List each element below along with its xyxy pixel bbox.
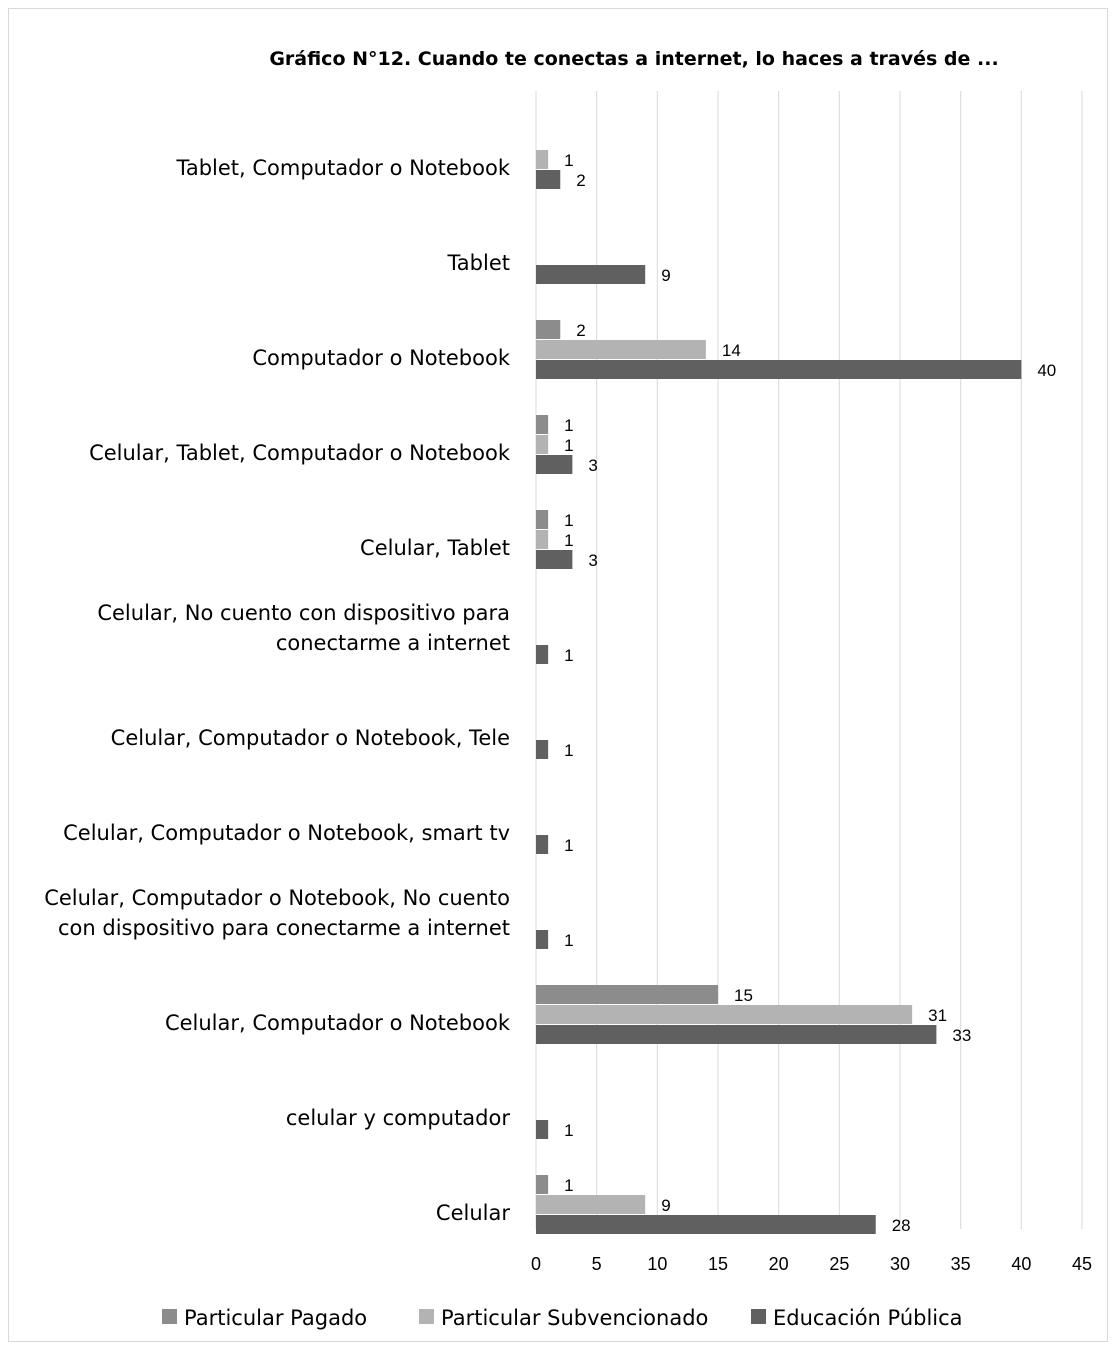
data-label: 1 xyxy=(564,531,573,550)
category-label: Celular, Computador o Notebook, No cuent… xyxy=(44,886,510,940)
category-label: Celular, No cuento con dispositivo para c… xyxy=(97,601,510,655)
bar-chart: Gráfico N°12. Cuando te conectas a inter… xyxy=(44,48,1092,1330)
category-label: Celular, Computador o Notebook, smart tv xyxy=(63,821,510,845)
chart-frame: Gráfico N°12. Cuando te conectas a inter… xyxy=(8,8,1108,1342)
data-label: 2 xyxy=(576,321,585,340)
chart-title: Gráfico N°12. Cuando te conectas a inter… xyxy=(269,48,998,70)
bar-educaci-n-p-blica xyxy=(536,835,549,854)
bar-educaci-n-p-blica xyxy=(536,360,1022,379)
category-label-line: Celular, Tablet, Computador o Notebook xyxy=(89,441,511,465)
category-label-line: con dispositivo para conectarme a intern… xyxy=(58,916,510,940)
x-tick-label: 35 xyxy=(951,1254,971,1274)
bar-particular-pagado xyxy=(536,1175,549,1194)
bar-educaci-n-p-blica xyxy=(536,1120,549,1139)
x-tick-label: 25 xyxy=(829,1254,849,1274)
legend-label: Particular Pagado xyxy=(184,1306,367,1330)
x-tick-label: 40 xyxy=(1011,1254,1031,1274)
data-label: 1 xyxy=(564,511,573,530)
x-tick-label: 5 xyxy=(592,1254,602,1274)
bar-particular-subvencionado xyxy=(536,530,549,549)
bar-educaci-n-p-blica xyxy=(536,1215,876,1234)
category-label-line: conectarme a internet xyxy=(276,631,510,655)
bar-particular-subvencionado xyxy=(536,150,549,169)
bar-particular-pagado xyxy=(536,415,549,434)
data-label: 14 xyxy=(722,341,741,360)
bar-educaci-n-p-blica xyxy=(536,550,573,569)
bar-educaci-n-p-blica xyxy=(536,1025,937,1044)
bar-educaci-n-p-blica xyxy=(536,930,549,949)
data-label: 2 xyxy=(576,171,585,190)
bar-particular-subvencionado xyxy=(536,1195,646,1214)
legend-swatch xyxy=(419,1309,434,1324)
data-label: 31 xyxy=(928,1006,947,1025)
category-label: Computador o Notebook xyxy=(252,346,510,370)
category-label: Celular, Computador o Notebook xyxy=(165,1011,511,1035)
legend-label: Educación Pública xyxy=(773,1306,963,1330)
category-label-line: Celular, Computador o Notebook, No cuent… xyxy=(44,886,510,910)
bar-particular-subvencionado xyxy=(536,1005,913,1024)
data-label: 9 xyxy=(661,1196,670,1215)
category-label-line: celular y computador xyxy=(286,1106,510,1130)
category-label-line: Celular xyxy=(436,1201,510,1225)
category-label-line: Celular, Computador o Notebook, smart tv xyxy=(63,821,510,845)
category-label: Celular, Tablet xyxy=(360,536,510,560)
data-label: 40 xyxy=(1037,361,1056,380)
category-label: Tablet xyxy=(446,251,510,275)
legend-swatch xyxy=(751,1309,766,1324)
gridlines xyxy=(535,91,1083,1229)
data-label: 33 xyxy=(952,1026,971,1045)
legend-swatch xyxy=(162,1309,177,1324)
bar-educaci-n-p-blica xyxy=(536,170,561,189)
category-label-line: Celular, Computador o Notebook, Tele xyxy=(111,726,510,750)
category-label-line: Celular, Tablet xyxy=(360,536,510,560)
x-tick-label: 45 xyxy=(1072,1254,1092,1274)
category-label-line: Tablet, Computador o Notebook xyxy=(175,156,510,180)
category-label: Tablet, Computador o Notebook xyxy=(175,156,510,180)
bar-particular-pagado xyxy=(536,985,718,1004)
data-label: 3 xyxy=(588,551,597,570)
data-label: 1 xyxy=(564,416,573,435)
category-label: Celular, Tablet, Computador o Notebook xyxy=(89,441,511,465)
x-tick-label: 30 xyxy=(890,1254,910,1274)
x-tick-label: 10 xyxy=(647,1254,667,1274)
data-label: 1 xyxy=(564,646,573,665)
data-label: 1 xyxy=(564,1176,573,1195)
data-label: 1 xyxy=(564,931,573,950)
data-label: 1 xyxy=(564,741,573,760)
category-label: celular y computador xyxy=(286,1106,510,1130)
category-label-line: Celular, No cuento con dispositivo para xyxy=(97,601,510,625)
category-label: Celular xyxy=(436,1201,510,1225)
bar-particular-subvencionado xyxy=(536,340,706,359)
legend-label: Particular Subvencionado xyxy=(441,1306,708,1330)
category-labels: Tablet, Computador o Notebook Tablet Compu… xyxy=(44,156,511,1225)
data-label: 1 xyxy=(564,436,573,455)
x-tick-label: 15 xyxy=(708,1254,728,1274)
x-axis-ticks: 0 5 10 15 20 25 30 35 40 45 xyxy=(531,1254,1092,1274)
data-label: 9 xyxy=(661,266,670,285)
bar-educaci-n-p-blica xyxy=(536,265,646,284)
bar-particular-subvencionado xyxy=(536,435,549,454)
legend: Particular Pagado Particular Subvencionad… xyxy=(162,1306,963,1330)
category-label-line: Tablet xyxy=(446,251,510,275)
data-label: 3 xyxy=(588,456,597,475)
data-label: 1 xyxy=(564,1121,573,1140)
data-label: 1 xyxy=(564,151,573,170)
x-tick-label: 0 xyxy=(531,1254,541,1274)
category-label-line: Celular, Computador o Notebook xyxy=(165,1011,511,1035)
bar-particular-pagado xyxy=(536,320,561,339)
data-label: 28 xyxy=(892,1216,911,1235)
data-label: 15 xyxy=(734,986,753,1005)
bar-particular-pagado xyxy=(536,510,549,529)
bar-educaci-n-p-blica xyxy=(536,645,549,664)
x-tick-label: 20 xyxy=(769,1254,789,1274)
category-label-line: Computador o Notebook xyxy=(252,346,510,370)
bars xyxy=(536,150,1022,1234)
category-label: Celular, Computador o Notebook, Tele xyxy=(111,726,510,750)
data-label: 1 xyxy=(564,836,573,855)
bar-educaci-n-p-blica xyxy=(536,740,549,759)
bar-educaci-n-p-blica xyxy=(536,455,573,474)
